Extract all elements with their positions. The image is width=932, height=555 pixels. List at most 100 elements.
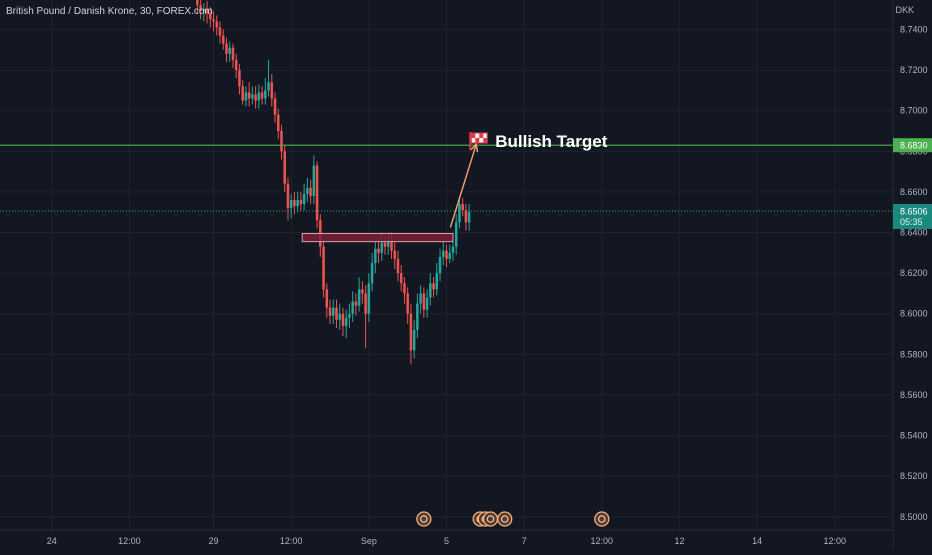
candle-body bbox=[312, 165, 316, 196]
candle-down bbox=[322, 240, 325, 298]
symbol-title: British Pound / Danish Krone, 30, FOREX.… bbox=[6, 6, 213, 17]
candle-down bbox=[231, 43, 235, 69]
time-tick-label: 12:00 bbox=[118, 536, 141, 546]
bullish-target-label[interactable]: Bullish Target bbox=[495, 132, 607, 151]
price-tick-label: 8.5400 bbox=[900, 431, 928, 441]
candle-body bbox=[286, 183, 290, 209]
candle-body bbox=[325, 289, 329, 308]
candle-body bbox=[390, 240, 393, 251]
candle-body bbox=[196, 0, 199, 6]
candle-body bbox=[306, 187, 309, 194]
countdown-badge-text: 05:35 bbox=[900, 217, 923, 227]
candle-up bbox=[257, 84, 261, 109]
resistance-zone[interactable] bbox=[301, 233, 454, 243]
candle-body bbox=[386, 240, 390, 247]
candle-up bbox=[454, 214, 458, 255]
candle-up bbox=[228, 41, 231, 62]
candle-body bbox=[251, 94, 254, 99]
grid bbox=[0, 0, 893, 530]
currency-label: DKK bbox=[895, 5, 914, 15]
candle-body bbox=[341, 313, 345, 326]
candle-down bbox=[254, 86, 257, 109]
candle-body bbox=[254, 94, 257, 101]
target-price-badge bbox=[893, 138, 932, 153]
candle-body bbox=[280, 130, 283, 152]
event-marker-icon[interactable] bbox=[416, 511, 432, 527]
candle-up bbox=[344, 309, 348, 339]
candle-up bbox=[357, 277, 361, 312]
time-tick-label: 12:00 bbox=[280, 536, 303, 546]
candle-down bbox=[445, 244, 448, 268]
candle-down bbox=[364, 285, 367, 349]
candle-body bbox=[283, 151, 286, 184]
candle-up bbox=[351, 291, 354, 322]
candle-down bbox=[335, 299, 338, 328]
flag-check bbox=[483, 137, 488, 143]
price-tick-label: 8.6600 bbox=[900, 187, 928, 197]
candle-body bbox=[458, 204, 461, 223]
candle-body bbox=[260, 92, 264, 99]
candle-down bbox=[354, 293, 358, 316]
candle-body bbox=[396, 258, 400, 274]
candle-body bbox=[393, 250, 396, 259]
candle-down bbox=[221, 29, 225, 50]
candle-body bbox=[435, 273, 439, 290]
candle-body bbox=[328, 307, 332, 316]
price-tick-label: 8.5800 bbox=[900, 349, 928, 359]
candle-body bbox=[202, 9, 206, 12]
candle-up bbox=[370, 252, 374, 292]
price-axis-background[interactable] bbox=[893, 0, 932, 550]
candle-body bbox=[234, 59, 238, 71]
target-arrow-line[interactable] bbox=[449, 143, 477, 228]
candle-up bbox=[244, 86, 248, 107]
candle-down bbox=[280, 124, 283, 160]
candle-up bbox=[264, 78, 267, 105]
candle-body bbox=[293, 200, 296, 207]
event-marker-core bbox=[420, 515, 428, 523]
candle-down bbox=[422, 287, 426, 318]
price-tick-label: 8.5200 bbox=[900, 471, 928, 481]
candle-body bbox=[451, 246, 455, 253]
time-tick-label: 7 bbox=[522, 536, 527, 546]
price-tick-label: 8.6400 bbox=[900, 228, 928, 238]
candle-body bbox=[361, 289, 364, 294]
candle-body bbox=[445, 250, 448, 259]
candle-body bbox=[331, 307, 335, 316]
candle-body bbox=[199, 5, 202, 12]
candle-up bbox=[419, 285, 422, 314]
price-tick-label: 8.5600 bbox=[900, 390, 928, 400]
event-marker-icon[interactable] bbox=[594, 511, 610, 527]
last-price-badge-text: 8.6506 bbox=[900, 206, 928, 216]
candle-body bbox=[231, 47, 235, 60]
candle-down bbox=[464, 204, 468, 231]
time-tick-label: 24 bbox=[47, 536, 57, 546]
candle-body bbox=[244, 92, 248, 101]
event-marker-ring bbox=[594, 511, 610, 527]
candle-body bbox=[422, 293, 426, 310]
time-axis[interactable]: 24 12:00 29 12:00 Sep 5 7 12:00 12 14 12:00 bbox=[47, 536, 846, 546]
event-markers[interactable] bbox=[416, 511, 610, 527]
candle-up bbox=[435, 262, 439, 296]
candle-down bbox=[328, 299, 332, 324]
event-marker-core bbox=[500, 515, 509, 523]
event-marker-ring bbox=[416, 511, 432, 527]
candle-up bbox=[267, 59, 270, 97]
event-marker-ring bbox=[482, 511, 499, 527]
price-tick-label: 8.6000 bbox=[900, 309, 928, 319]
candle-body bbox=[367, 283, 371, 314]
candle-up bbox=[251, 86, 254, 105]
candle-down bbox=[234, 53, 238, 79]
candle-down bbox=[377, 240, 380, 263]
candle-body bbox=[425, 297, 429, 310]
candle-body bbox=[377, 248, 380, 253]
candle-down bbox=[218, 21, 222, 44]
candle-down bbox=[270, 74, 274, 107]
time-axis-background[interactable] bbox=[0, 530, 893, 550]
event-marker-icon[interactable] bbox=[497, 511, 513, 527]
event-marker-icon[interactable] bbox=[482, 511, 499, 527]
candle-down bbox=[209, 7, 212, 28]
candle-up bbox=[458, 195, 461, 229]
candle-down bbox=[432, 277, 435, 298]
